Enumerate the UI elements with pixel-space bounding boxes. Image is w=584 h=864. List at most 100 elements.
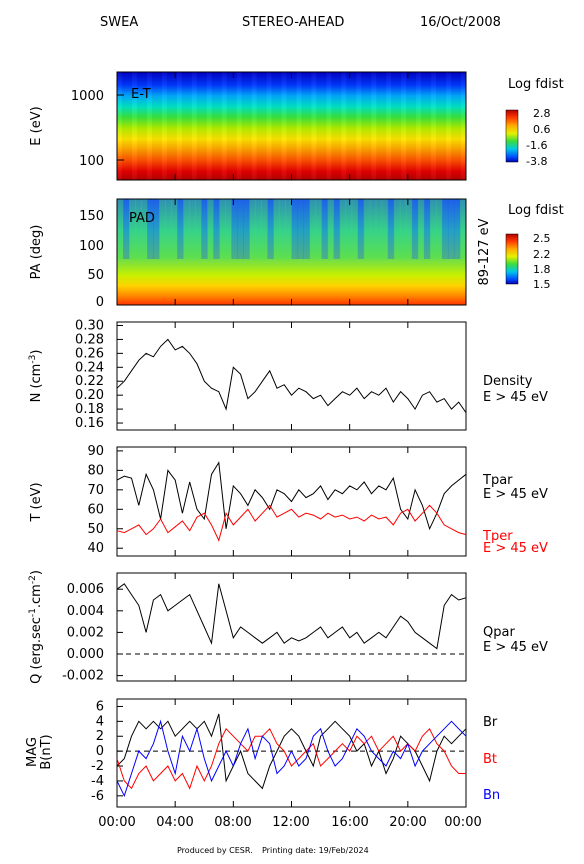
qpar-series-sub: E > 45 eV [483,640,548,655]
panel-density: 0.300.280.260.240.220.200.180.16 N (cm-3… [28,318,548,431]
p5-ytick-4: -0.002 [62,669,104,684]
panel1-ytick-1000: 1000 [71,89,104,104]
xtick-3: 12:00 [272,815,309,830]
p4-ytick-5: 40 [87,541,104,556]
p4-ytick-0: 90 [87,444,104,459]
panel1-colorbar [505,109,519,163]
footer-produced-by: Produced by CESR. [177,846,253,855]
instrument-label: SWEA [100,15,138,30]
panel6-ylabel-2: B(nT) [39,734,54,769]
footer-printing-date: Printing date: 19/Feb/2024 [262,846,369,855]
panel2-label: PAD [129,211,155,226]
p6-ytick-4: -2 [91,759,104,774]
p6-ytick-1: 4 [96,714,104,729]
panel1-cbar-tick-1: 0.6 [533,123,551,136]
panel2-colorbar-title: Log fdist [508,203,564,218]
panel2-ylabel: PA (deg) [29,225,44,280]
panel5-ylabel: Q (erg.sec-1.cm-2) [28,570,44,684]
panel1-ylabel: E (eV) [29,106,44,145]
energy-spectrogram-image [117,72,466,180]
panel2-ytick-0: 0 [96,295,104,310]
panel3-frame [116,321,467,431]
xtick-1: 04:00 [156,815,193,830]
panel2-colorbar [505,233,519,285]
tpar-series-label: Tpar [482,473,513,488]
bt-series [116,727,466,790]
p3-ytick-5: 0.20 [75,388,104,403]
pad-spectrogram-image [117,199,466,305]
tpar-series [116,461,467,531]
panel-energy-spectrogram: 1000 100 E-T E (eV) Log fdist 2.8 0.6 -1… [29,71,564,181]
p4-ytick-4: 50 [87,522,104,537]
xtick-2: 08:00 [214,815,251,830]
tper-series [116,504,467,542]
panel2-cbar-tick-2: 1.8 [533,263,551,276]
panel1-cbar-tick-2: -1.6 [526,139,547,152]
panel2-ytick-100: 100 [79,239,104,254]
panel1-colorbar-title: Log fdist [508,77,564,92]
tper-series-sub: E > 45 eV [483,541,548,556]
panel-heat-flux: 0.006 0.004 0.002 0.000 -0.002 Q (erg.sec-1.… [28,570,548,684]
p3-ytick-4: 0.22 [75,374,104,389]
density-series [116,338,467,413]
panel2-ytick-50: 50 [87,268,104,283]
qpar-series [116,583,467,650]
panel4-ylabel: T (eV) [29,482,44,522]
p6-ytick-3: 0 [96,744,104,759]
p6-ytick-2: 2 [96,729,104,744]
panel6-ylabel-1: MAG [25,737,40,767]
bn-series-label: Bn [483,788,500,803]
pad-texture [117,199,467,259]
panel3-yticks: 0.300.280.260.240.220.200.180.16 [75,318,123,431]
panel5-frame [116,572,467,682]
panel2-ytick-150: 150 [79,209,104,224]
panel1-cbar-tick-0: 2.8 [533,107,551,120]
p3-ytick-3: 0.24 [75,360,104,375]
p4-ytick-2: 70 [87,483,104,498]
panel4-yticks: 90 80 70 60 50 40 [87,444,123,556]
p3-ytick-6: 0.18 [75,402,104,417]
date-label: 16/Oct/2008 [420,15,501,30]
panel-pitch-angle: 150 100 50 0 PAD PA (deg) 89-127 eV Log … [29,198,564,310]
p5-ytick-1: 0.004 [67,604,104,619]
tpar-series-sub: E > 45 eV [483,487,548,502]
panel1-label: E-T [131,87,151,102]
br-series-label: Br [483,715,498,730]
p6-ytick-5: -4 [91,774,104,789]
xtick-5: 20:00 [389,815,426,830]
density-series-sub: E > 45 eV [483,390,548,405]
tper-series-label: Tper [482,529,513,544]
panel6-frame [116,698,467,808]
panel2-energy-range: 89-127 eV [477,218,492,285]
p5-ytick-0: 0.006 [67,582,104,597]
panel2-cbar-tick-3: 1.5 [533,278,551,291]
panel2-cbar-tick-1: 2.2 [533,248,551,261]
p4-ytick-1: 80 [87,463,104,478]
p5-ytick-2: 0.002 [67,625,104,640]
bt-series-label: Bt [483,752,497,767]
p3-ytick-2: 0.26 [75,346,104,361]
panel3-ylabel: N (cm-3) [28,350,44,403]
xtick-6: 00:00 [444,815,481,830]
p6-ytick-0: 6 [96,699,104,714]
density-series-label: Density [483,374,533,389]
p3-ytick-1: 0.28 [75,332,104,347]
p4-ytick-3: 60 [87,502,104,517]
p3-ytick-7: 0.16 [75,416,104,431]
panel5-yticks: 0.006 0.004 0.002 0.000 -0.002 [62,582,123,684]
p5-ytick-3: 0.000 [67,647,104,662]
bn-series [116,719,467,798]
panel2-cbar-tick-0: 2.5 [533,232,551,245]
xtick-4: 16:00 [331,815,368,830]
panel1-cbar-tick-3: -3.8 [526,155,547,168]
xtick-0: 00:00 [98,815,135,830]
qpar-series-label: Qpar [483,625,515,640]
spacecraft-label: STEREO-AHEAD [242,15,344,30]
p3-ytick-0: 0.30 [75,318,104,333]
panel1-ytick-100: 100 [79,154,104,169]
spectrogram-texture [117,72,466,180]
